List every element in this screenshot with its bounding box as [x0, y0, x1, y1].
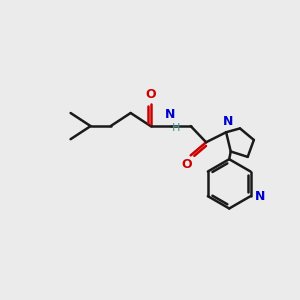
Text: N: N	[165, 109, 175, 122]
Text: N: N	[255, 190, 266, 203]
Text: N: N	[223, 115, 233, 128]
Text: O: O	[182, 158, 192, 171]
Text: H: H	[172, 123, 180, 133]
Text: O: O	[146, 88, 156, 101]
